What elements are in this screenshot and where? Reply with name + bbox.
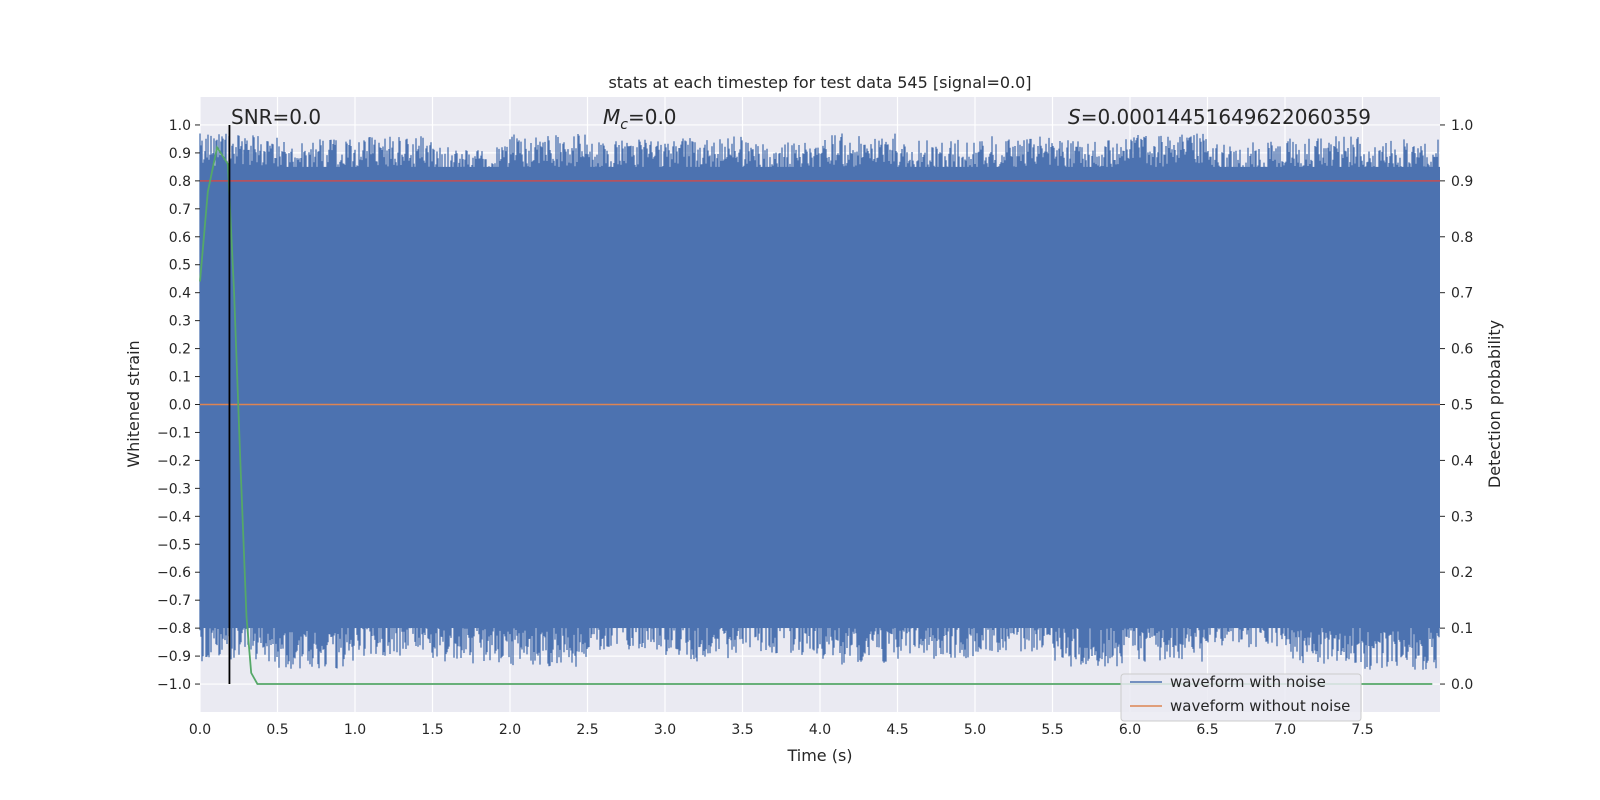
y2-tick-label: 0.3 <box>1451 509 1473 525</box>
y2-tick-label: 0.7 <box>1451 286 1473 302</box>
series-detection-probability <box>199 144 1433 685</box>
x-tick-label: 3.5 <box>731 722 753 738</box>
x-tick-label: 7.0 <box>1274 722 1296 738</box>
x-tick-label: 3.0 <box>654 722 676 738</box>
y-tick-label: 0.7 <box>169 202 191 218</box>
noise-band-trace <box>199 133 1440 670</box>
y-tick-label: 0.9 <box>169 146 191 162</box>
y-tick-label: 0.5 <box>169 258 191 274</box>
snr-annotation: SNR=0.0 <box>231 105 321 129</box>
x-tick-label: 5.0 <box>964 722 986 738</box>
legend-label-noise: waveform with noise <box>1170 673 1326 691</box>
y-axis-label: Whitened strain <box>124 340 143 467</box>
x-tick-label: 6.0 <box>1119 722 1141 738</box>
legend-label-clean: waveform without noise <box>1170 697 1350 715</box>
y2-tick-label: 0.5 <box>1451 398 1473 414</box>
x-tick-label: 2.0 <box>499 722 521 738</box>
x-tick-label: 0.0 <box>189 722 211 738</box>
y2-tick-label: 0.6 <box>1451 342 1473 358</box>
series-lines <box>199 124 1440 685</box>
legend-box <box>1120 673 1362 722</box>
y-tick-label: −0.5 <box>157 537 191 553</box>
y-tick-label: −0.2 <box>157 453 191 469</box>
y-tick-label: −1.0 <box>157 677 191 693</box>
y2-tick-label: 0.8 <box>1451 230 1473 246</box>
y-tick-label: −0.7 <box>157 593 191 609</box>
y-tick-label: 1.0 <box>169 118 191 134</box>
s-annotation: S=0.00014451649622060359 <box>1068 105 1371 129</box>
axis-ticks: 0.0 0.5 1.0 1.5 2.0 2.5 3.0 3.5 4.0 4.5 5.0 5.5 6.0 6… <box>157 118 1473 738</box>
y-tick-label: 0.6 <box>169 230 191 246</box>
x-tick-label: 1.0 <box>344 722 366 738</box>
y-tick-label: 0.4 <box>169 286 191 302</box>
y-tick-label: −0.6 <box>157 565 191 581</box>
mc-value: =0.0 <box>628 105 677 129</box>
mc-symbol: M <box>603 105 620 129</box>
y2-tick-label: 0.4 <box>1451 453 1473 469</box>
y-tick-label: 0.3 <box>169 314 191 330</box>
y2-axis-label: Detection probability <box>1485 320 1504 488</box>
s-symbol: S <box>1068 105 1081 129</box>
x-tick-label: 5.5 <box>1041 722 1063 738</box>
y-tick-label: 0.8 <box>169 174 191 190</box>
y-tick-label: −0.3 <box>157 481 191 497</box>
y-tick-label: 0.2 <box>169 342 191 358</box>
x-tick-label: 0.5 <box>266 722 288 738</box>
mc-subscript: c <box>620 117 628 133</box>
legend: waveform with noise waveform without noi… <box>1120 673 1362 722</box>
x-axis-label: Time (s) <box>786 746 852 765</box>
s-value: =0.00014451649622060359 <box>1081 105 1371 129</box>
x-tick-label: 6.5 <box>1196 722 1218 738</box>
x-tick-label: 2.5 <box>576 722 598 738</box>
y-tick-label: −0.9 <box>157 649 191 665</box>
y-tick-label: −0.4 <box>157 509 191 525</box>
y-tick-label: −0.8 <box>157 621 191 637</box>
y2-tick-label: 0.1 <box>1451 621 1473 637</box>
y2-tick-label: 0.2 <box>1451 565 1473 581</box>
y-tick-label: 0.0 <box>169 398 191 414</box>
y2-tick-label: 1.0 <box>1451 118 1473 134</box>
y-tick-label: 0.1 <box>169 370 191 386</box>
chart-title: stats at each timestep for test data 545… <box>608 73 1031 92</box>
y-tick-label: −0.1 <box>157 425 191 441</box>
series-waveform-with-noise <box>199 133 1440 670</box>
y2-tick-label: 0.9 <box>1451 174 1473 190</box>
x-tick-label: 7.5 <box>1351 722 1373 738</box>
y2-tick-label: 0.0 <box>1451 677 1473 693</box>
x-tick-label: 4.0 <box>809 722 831 738</box>
x-tick-label: 1.5 <box>421 722 443 738</box>
x-tick-label: 4.5 <box>886 722 908 738</box>
chirp-mass-annotation: Mc=0.0 <box>603 105 677 133</box>
